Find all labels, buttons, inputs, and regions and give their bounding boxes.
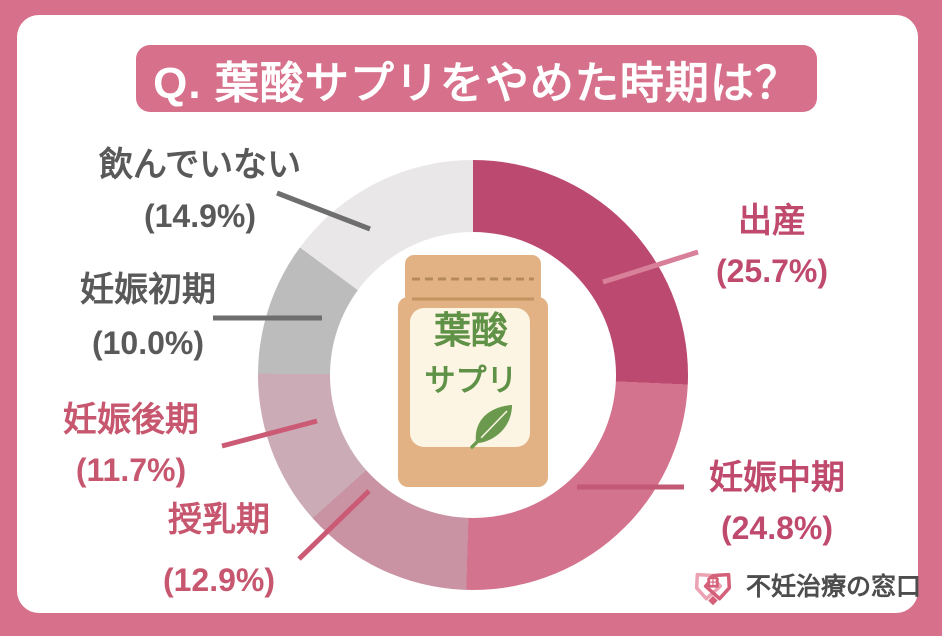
callout-pct-lactation: (12.9%): [162, 562, 276, 598]
callout-label-mid: 妊娠中期: [709, 459, 845, 497]
page-title: Q. 葉酸サプリをやめた時期は？: [153, 58, 800, 108]
title-banner: Q. 葉酸サプリをやめた時期は？: [136, 45, 817, 112]
callout-label-late: 妊娠後期: [63, 401, 199, 439]
callout-label-early: 妊娠初期: [80, 271, 216, 309]
supplement-pouch-illustration: 葉酸 サプリ: [398, 255, 548, 487]
pouch-seal: [405, 255, 541, 305]
brand-logo-icon: [694, 572, 732, 605]
brand-name: 不妊治療の窓口: [746, 573, 922, 601]
pouch-label-line1: 葉酸: [433, 310, 509, 351]
brand-footer: 不妊治療の窓口: [688, 561, 921, 609]
callout-label-lactation: 授乳期: [168, 501, 270, 539]
leaf-icon: [470, 405, 512, 449]
callout-pct-none: (14.9%): [143, 198, 257, 234]
pouch-label-line2: サプリ: [425, 363, 518, 398]
callout-pct-birth: (25.7%): [715, 253, 829, 289]
callout-label-none: 飲んでいない: [98, 146, 302, 184]
callout-label-birth: 出産: [738, 202, 806, 240]
callout-pct-mid: (24.8%): [720, 510, 834, 546]
callout-pct-early: (10.0%): [91, 325, 205, 361]
callout-pct-late: (11.7%): [75, 452, 187, 488]
